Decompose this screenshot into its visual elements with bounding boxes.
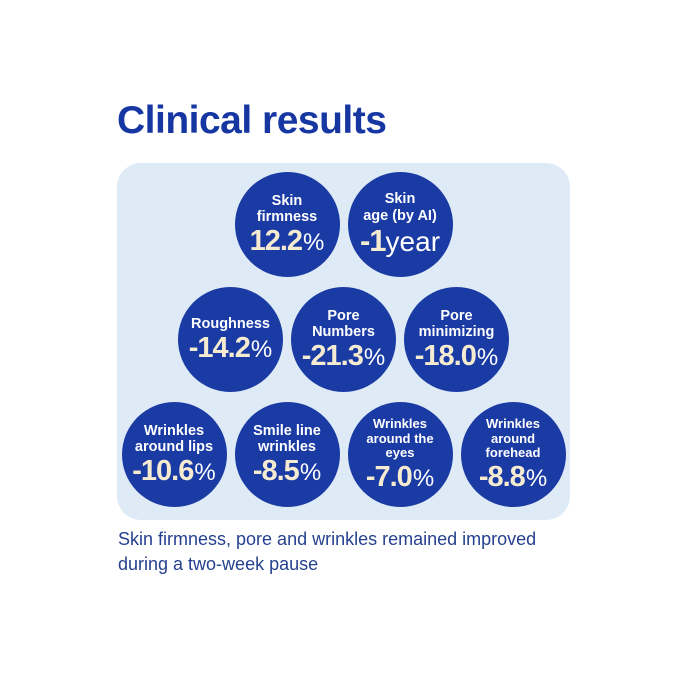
stat-label: Pore Numbers (312, 307, 375, 340)
stat-value: -8.5% (252, 455, 322, 488)
bubble-row-2: Roughness -14.2% Pore Numbers -21.3% Por… (178, 287, 509, 392)
stat-value: -7.0% (365, 460, 435, 493)
stat-unit: % (303, 229, 325, 257)
stat-unit: % (299, 459, 322, 487)
page-title: Clinical results (117, 99, 387, 142)
stat-bubble-skin-age: Skin age (by AI) -1 year (347, 172, 453, 277)
stat-unit: year (385, 225, 441, 257)
stat-unit: % (525, 464, 548, 492)
stat-bubble-pore-minimizing: Pore minimizing -18.0% (404, 287, 509, 392)
stat-label: Wrinkles around the eyes (366, 415, 434, 461)
stat-value: 12.2% (249, 225, 325, 258)
stat-unit: % (476, 344, 499, 372)
stat-bubble-wrinkles-forehead: Wrinkles around forehead -8.8% (460, 402, 566, 507)
results-panel: Skin firmness 12.2% Skin age (by AI) -1 y… (117, 163, 570, 520)
stat-unit: % (250, 335, 273, 363)
stat-label: Wrinkles around forehead (485, 415, 541, 461)
stat-label: Wrinkles around lips (134, 422, 214, 455)
results-caption: Skin firmness, pore and wrinkles remaine… (118, 529, 537, 575)
stat-unit: % (412, 464, 435, 492)
stat-bubble-wrinkles-lips: Wrinkles around lips -10.6% (121, 402, 227, 507)
stat-label: Roughness (191, 315, 270, 332)
stat-value: -21.3% (301, 340, 386, 373)
stat-number: -10.6 (132, 455, 194, 488)
stat-bubble-smile-line: Smile line wrinkles -8.5% (234, 402, 340, 507)
stat-bubble-pore-numbers: Pore Numbers -21.3% (291, 287, 396, 392)
stat-label: Smile line wrinkles (253, 422, 321, 455)
stat-value: -8.8% (478, 460, 548, 493)
stat-label: Skin firmness (256, 192, 318, 225)
stat-number: -21.3 (301, 340, 364, 373)
stat-number: -14.2 (188, 331, 251, 364)
stat-bubble-skin-firmness: Skin firmness 12.2% (234, 172, 340, 277)
stat-label: Pore minimizing (418, 307, 495, 340)
bubble-row-3: Wrinkles around lips -10.6% Smile line w… (121, 402, 566, 507)
stat-value: -1 year (359, 222, 441, 258)
stat-bubble-roughness: Roughness -14.2% (178, 287, 283, 392)
bubble-row-1: Skin firmness 12.2% Skin age (by AI) -1 y… (234, 172, 453, 277)
stat-number: -8.5 (252, 455, 300, 488)
stat-unit: % (363, 344, 386, 372)
stat-number: -8.8 (478, 460, 526, 493)
stat-value: -14.2% (188, 331, 273, 364)
stat-number: -1 (359, 222, 387, 258)
stat-bubble-wrinkles-eyes: Wrinkles around the eyes -7.0% (347, 402, 453, 507)
stat-value: -18.0% (414, 340, 499, 373)
stat-unit: % (194, 459, 216, 487)
stat-value: -10.6% (132, 455, 216, 488)
stat-label: Skin age (by AI) (363, 191, 437, 224)
stat-number: -7.0 (365, 460, 413, 493)
stat-number: -18.0 (414, 340, 477, 373)
stat-number: 12.2 (249, 225, 303, 258)
